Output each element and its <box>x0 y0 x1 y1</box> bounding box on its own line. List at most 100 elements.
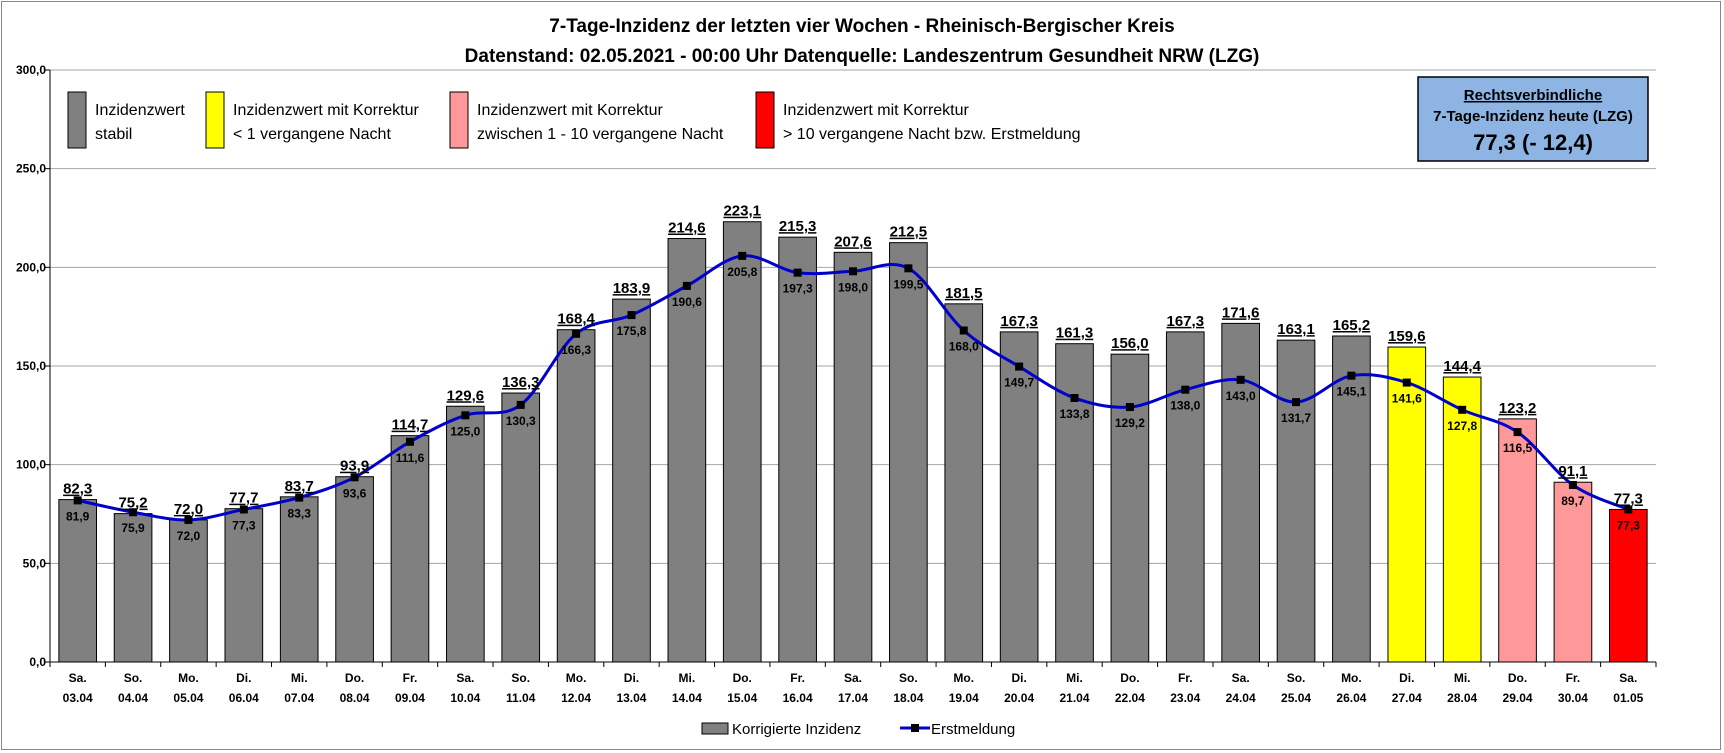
x-tick-label-day: Fr. <box>790 671 805 685</box>
y-tick-label: 100,0 <box>16 458 46 472</box>
line-marker <box>1458 405 1467 414</box>
legend-1to10-line2: zwischen 1 - 10 vergangene Nacht <box>477 126 724 143</box>
line-marker <box>1402 378 1411 387</box>
bottom-legend-bar-label: Korrigierte Inzidenz <box>732 721 861 738</box>
x-tick-label-date: 06.04 <box>229 691 259 705</box>
line-value-label: 72,0 <box>177 529 201 543</box>
bar-value-label: 212,5 <box>890 224 928 241</box>
bar-value-label: 77,7 <box>229 490 258 507</box>
bar <box>1110 353 1150 663</box>
x-tick-label-date: 12.04 <box>561 691 591 705</box>
line-value-label: 149,7 <box>1004 376 1034 390</box>
bar-value-label: 156,0 <box>1111 335 1149 352</box>
line-marker <box>572 329 581 338</box>
x-tick-label-day: Di. <box>1011 671 1026 685</box>
bar-value-label: 171,6 <box>1222 304 1260 321</box>
bottom-legend-line-marker <box>911 724 919 732</box>
bar-value-label: 82,3 <box>63 481 92 498</box>
bar-value-label: 144,4 <box>1443 358 1481 375</box>
x-tick-label-date: 16.04 <box>783 691 813 705</box>
x-tick-label-day: Sa. <box>1619 671 1637 685</box>
chart-title-line1: 7-Tage-Inzidenz der letzten vier Wochen … <box>549 16 1174 37</box>
bar <box>1442 376 1482 663</box>
x-tick-label-date: 23.04 <box>1170 691 1200 705</box>
line-value-label: 198,0 <box>838 280 868 294</box>
x-tick-label-date: 08.04 <box>340 691 370 705</box>
x-tick-label-date: 17.04 <box>838 691 868 705</box>
line-value-labels: 81,9 75,9 72,0 77,3 83,3 93,6 111,6 125,0 130,3 1… <box>66 265 1640 543</box>
line-value-label: 93,6 <box>343 486 367 500</box>
bar-value-label: 215,3 <box>779 218 817 235</box>
legend-item-gt10: Inzidenzwert mit Korrektur > 10 vergange… <box>755 91 1081 149</box>
legend-swatch-stable <box>67 91 87 149</box>
bar <box>58 499 98 663</box>
line-value-label: 141,6 <box>1392 392 1422 406</box>
x-tick-label-day: Mi. <box>679 671 696 685</box>
legend-lt1-line2: < 1 vergangene Nacht <box>233 126 391 143</box>
x-tick-label-day: Fr. <box>1566 671 1581 685</box>
x-tick-label-day: So. <box>511 671 530 685</box>
x-tick-label-date: 25.04 <box>1281 691 1311 705</box>
info-box-background <box>1417 76 1649 162</box>
x-tick-label-day: Di. <box>236 671 251 685</box>
line-marker <box>1236 375 1245 384</box>
x-tick-label-date: 01.05 <box>1613 691 1643 705</box>
x-tick-label-day: Sa. <box>844 671 862 685</box>
chart-title-line2: Datenstand: 02.05.2021 - 00:00 Uhr Daten… <box>465 46 1260 67</box>
line-marker <box>295 493 304 502</box>
y-axis: 0,0 50,0 100,0 150,0 200,0 250,0 300,0 <box>16 63 51 669</box>
bar <box>778 236 817 663</box>
bar-value-label: 83,7 <box>285 478 314 495</box>
x-tick-label-day: Di. <box>624 671 639 685</box>
line-marker <box>959 326 968 335</box>
info-box-line3: 77,3 (- 12,4) <box>1473 130 1593 155</box>
line-marker <box>1292 398 1301 407</box>
legend-swatch-gt10 <box>755 91 775 149</box>
info-box: Rechtsverbindliche 7-Tage-Inzidenz heute… <box>1417 76 1649 162</box>
bar-value-label: 72,0 <box>174 501 203 518</box>
x-tick-label-date: 28.04 <box>1447 691 1477 705</box>
bar <box>556 329 596 663</box>
x-tick-label-date: 24.04 <box>1226 691 1256 705</box>
info-box-line1: Rechtsverbindliche <box>1464 87 1602 104</box>
line-marker <box>1125 403 1134 412</box>
x-axis: Sa. 03.04 So. 04.04 Mo. 05.04 Di. 06.04 Mi. 07.04… <box>49 661 1657 705</box>
line-marker <box>184 515 193 524</box>
line-marker <box>1015 362 1024 371</box>
x-tick-label-day: Fr. <box>403 671 418 685</box>
line-value-label: 133,8 <box>1060 407 1090 421</box>
line-marker <box>904 264 913 273</box>
legend-item-1to10: Inzidenzwert mit Korrektur zwischen 1 - … <box>449 91 724 149</box>
line-marker <box>350 473 359 482</box>
bar <box>1332 335 1371 663</box>
bar <box>279 496 319 663</box>
bar <box>833 251 873 663</box>
x-tick-label-day: Do. <box>733 671 752 685</box>
x-tick-label-day: Mi. <box>291 671 308 685</box>
line-marker <box>1181 385 1190 394</box>
bar-series <box>58 221 1648 663</box>
x-tick-label-date: 29.04 <box>1503 691 1533 705</box>
bar-value-label: 129,6 <box>447 387 485 404</box>
bar <box>1276 339 1316 663</box>
line-value-label: 77,3 <box>1617 518 1641 532</box>
bar-value-label: 161,3 <box>1056 325 1094 342</box>
x-tick-label-date: 13.04 <box>616 691 646 705</box>
x-tick-label-date: 18.04 <box>893 691 923 705</box>
top-legend: Inzidenzwert stabil Inzidenzwert mit Kor… <box>67 91 1081 149</box>
bar-value-label: 77,3 <box>1614 490 1643 507</box>
x-tick-label-date: 04.04 <box>118 691 148 705</box>
bar-value-label: 167,3 <box>1000 313 1038 330</box>
line-marker <box>1568 480 1577 489</box>
bar <box>944 303 984 663</box>
x-tick-label-day: Mo. <box>566 671 587 685</box>
legend-lt1-line1: Inzidenzwert mit Korrektur <box>233 102 420 119</box>
x-tick-label-date: 05.04 <box>173 691 203 705</box>
bar-value-label: 167,3 <box>1167 313 1205 330</box>
x-tick-label-day: Di. <box>1399 671 1414 685</box>
x-tick-label-day: Sa. <box>69 671 87 685</box>
line-value-label: 116,5 <box>1503 441 1533 455</box>
x-tick-label-day: Mi. <box>1066 671 1083 685</box>
line-value-label: 125,0 <box>450 424 480 438</box>
x-tick-label-date: 30.04 <box>1558 691 1588 705</box>
